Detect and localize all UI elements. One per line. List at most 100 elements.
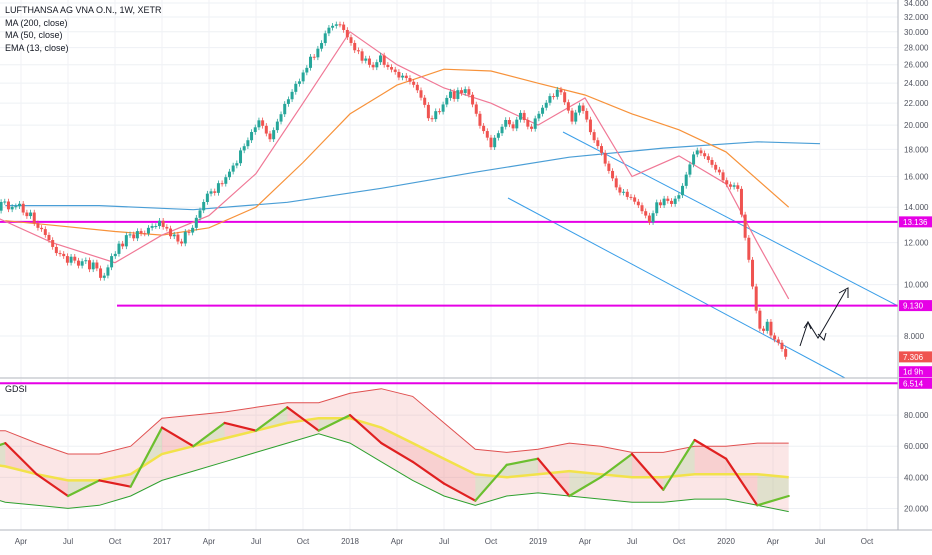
- x-tick-label: Jul: [815, 537, 825, 546]
- candle-body: [489, 137, 493, 148]
- candle-body: [548, 96, 552, 103]
- candle-body: [408, 78, 412, 82]
- price-mark-label: 6.514: [903, 379, 924, 388]
- y-tick-label: 40.000: [904, 473, 929, 482]
- y-tick-label: 24.000: [904, 79, 929, 88]
- gdsi-cloud-segment: [569, 471, 601, 496]
- candle-body: [161, 220, 165, 227]
- y-tick-label: 10.000: [904, 281, 929, 290]
- gdsi-line-segment: [474, 463, 508, 502]
- candle-body: [183, 231, 187, 244]
- x-tick-label: Apr: [391, 537, 404, 546]
- candle-body: [504, 120, 508, 127]
- y-tick-label: 32.000: [904, 13, 929, 22]
- candle-body: [596, 140, 600, 147]
- candle-body: [323, 33, 327, 44]
- candle-body: [275, 121, 279, 131]
- candle-body: [202, 202, 206, 211]
- candle-body: [555, 89, 559, 97]
- price-mark-label: 13.136: [903, 218, 928, 227]
- gdsi-cloud-segment: [0, 443, 6, 467]
- candle-body: [356, 50, 360, 52]
- candle-body: [257, 120, 261, 128]
- candle-body: [301, 72, 305, 82]
- candle-body: [625, 191, 629, 197]
- gdsi-line-segment: [348, 414, 383, 445]
- candle-body: [290, 91, 294, 100]
- candle-body: [533, 118, 537, 129]
- candle-body: [412, 81, 416, 85]
- gdsi-cloud-segment: [506, 458, 538, 478]
- candle-body: [235, 163, 239, 166]
- y-tick-label: 20.000: [904, 121, 929, 130]
- candle-body: [570, 110, 574, 122]
- gdsi-line-segment: [411, 460, 446, 485]
- candle-body: [633, 197, 637, 202]
- candle-body: [684, 174, 688, 186]
- price-mark-badge: [899, 351, 932, 363]
- y-tick-label: 26.000: [904, 61, 929, 70]
- candle-body: [658, 202, 662, 206]
- candle-body: [261, 120, 265, 126]
- candle-body: [437, 111, 441, 113]
- legend-ma50: MA (50, close): [5, 30, 63, 40]
- gdsi-line-segment: [317, 414, 352, 432]
- candle-body: [780, 342, 784, 350]
- candle-body: [157, 220, 161, 227]
- candle-body: [692, 154, 696, 165]
- candle-body: [382, 55, 386, 65]
- candle-body: [367, 58, 371, 65]
- y-tick-label: 34.000: [904, 0, 929, 8]
- candle-body: [419, 90, 423, 98]
- candle-body: [695, 150, 699, 155]
- candle-body: [452, 91, 456, 99]
- candle-body: [518, 112, 522, 120]
- candle-body: [699, 150, 703, 154]
- candle-body: [99, 268, 103, 278]
- candle-body: [743, 214, 747, 238]
- candle-body: [342, 24, 346, 30]
- candle-body: [150, 226, 154, 228]
- candle-body: [404, 75, 408, 79]
- candle-body: [272, 130, 276, 140]
- candle-body: [10, 206, 14, 210]
- candle-body: [58, 253, 62, 255]
- candle-body: [769, 321, 773, 336]
- candle-body: [349, 37, 353, 43]
- gdsi-line-segment: [599, 452, 634, 479]
- x-tick-label: Oct: [485, 537, 498, 546]
- candle-body: [588, 119, 592, 133]
- gdsi-line-segment: [442, 482, 477, 502]
- candle-body: [728, 184, 732, 187]
- candle-body: [242, 146, 246, 151]
- legend-ma200: MA (200, close): [5, 17, 68, 28]
- candle-body: [106, 267, 110, 276]
- candle-body: [386, 64, 390, 68]
- y-tick-label: 22.000: [904, 99, 929, 108]
- candle-body: [448, 91, 452, 98]
- candle-body: [73, 256, 77, 261]
- y-tick-label: 28.000: [904, 44, 929, 53]
- gdsi-lower-band: [0, 433, 789, 513]
- candle-body: [169, 228, 173, 237]
- candle-body: [378, 55, 382, 63]
- candle-body: [500, 126, 504, 134]
- candle-body: [622, 191, 626, 193]
- candle-body: [25, 212, 29, 217]
- y-tick-label: 8.000: [904, 332, 925, 341]
- candle-body: [40, 227, 44, 230]
- candle-body: [662, 198, 666, 206]
- chart-legend: LUFTHANSA AG VNA O.N., 1W, XETR MA (200,…: [5, 4, 162, 54]
- candle-body: [29, 212, 33, 217]
- price-mark-label: 9.130: [903, 302, 924, 311]
- gdsi-line-segment: [630, 452, 665, 491]
- x-tick-label: 2019: [529, 537, 547, 546]
- y-tick-label: 80.000: [904, 411, 929, 420]
- candle-body: [552, 96, 556, 98]
- candle-body: [474, 104, 478, 114]
- candle-body: [51, 240, 55, 247]
- candle-body: [618, 187, 622, 193]
- y-tick-label: 14.000: [904, 203, 929, 212]
